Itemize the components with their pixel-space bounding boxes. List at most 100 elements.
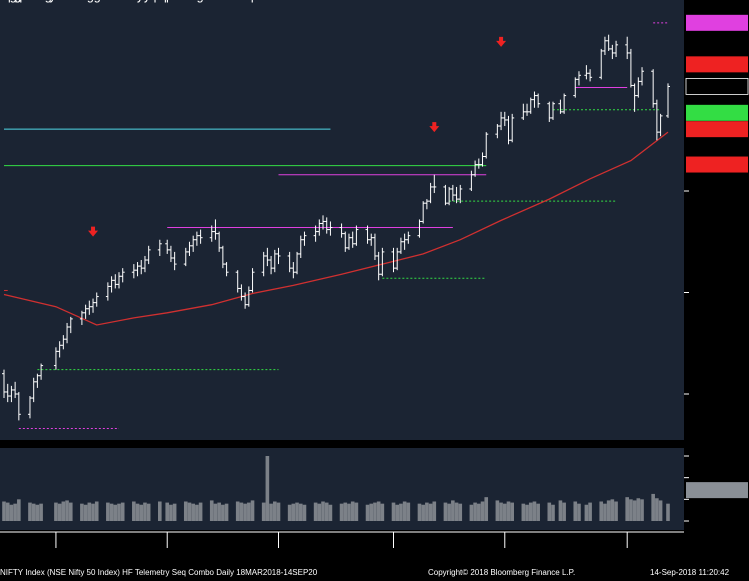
volume-bar: [235, 501, 240, 521]
volume-bar: [625, 497, 629, 521]
ohlc-bar: [576, 71, 581, 86]
demark-count-label: 2: [0, 0, 4, 3]
volume-bar: [276, 502, 281, 521]
ohlc-bar: [536, 93, 541, 108]
volume-bar: [187, 502, 192, 521]
volume-bar: [369, 503, 374, 521]
ohlc-bar: [79, 310, 84, 325]
footer-center: Copyright© 2018 Bloomberg Finance L.P.: [428, 568, 576, 577]
demark-count-label: 7: [0, 0, 4, 3]
ohlc-bar: [614, 40, 619, 58]
demark-count-label: 2: [0, 0, 4, 3]
ohlc-bar: [39, 363, 44, 380]
demark-count-label: 4: [0, 0, 4, 3]
volume-bar: [328, 504, 333, 521]
volume-bar: [629, 499, 633, 521]
price-tag: [686, 56, 748, 73]
demark-count-label: 13: [0, 0, 10, 4]
ohlc-bar: [606, 34, 611, 51]
ohlc-bar: [417, 219, 422, 238]
demark-count-label: 2: [0, 0, 4, 3]
ohlc-bar: [31, 377, 36, 403]
demark-count-label: 6: [0, 0, 4, 3]
ohlc-bar: [68, 316, 73, 334]
volume-bar: [365, 504, 370, 521]
ohlc-bar: [224, 262, 229, 277]
ohlc-bar: [372, 233, 377, 261]
demark-count-label: 1: [0, 0, 4, 3]
ohlc-bar: [391, 247, 396, 273]
ohlc-bar: [261, 251, 266, 277]
volume-bar: [632, 500, 637, 521]
ohlc-bar: [9, 385, 14, 403]
volume-bar: [391, 502, 396, 521]
moving-average-line: [3, 131, 669, 326]
volume-bar: [213, 503, 218, 521]
demark-count-label: 13: [0, 0, 10, 4]
volume-bar: [573, 501, 578, 521]
demark-count-label: 1: [0, 0, 4, 3]
ohlc-bar: [343, 231, 348, 252]
demark-count-label: 8: [0, 0, 4, 3]
demark-count-label: 4: [0, 0, 4, 3]
ohlc-bar: [473, 160, 478, 177]
price-tag: [686, 121, 748, 138]
demark-count-label: 11: [0, 0, 7, 3]
price-panel-bg: [0, 0, 684, 440]
demark-count-label: 13: [0, 0, 10, 4]
demark-count-label: 11: [0, 0, 7, 3]
ohlc-bar: [5, 383, 10, 403]
volume-bar: [406, 502, 411, 521]
price-tag-label: 11623.90: [0, 0, 49, 3]
ohlc-bar: [53, 347, 58, 370]
month-label: Apr: [0, 0, 19, 3]
ohlc-bar: [424, 199, 429, 210]
volume-bar: [83, 504, 88, 521]
annotation-text: Watching for a lower: [0, 0, 113, 3]
volume-bar: [191, 503, 195, 521]
ohlc-bar: [328, 221, 333, 236]
volume-bar: [343, 502, 348, 521]
volume-bar: [640, 499, 644, 521]
volume-bar: [31, 503, 36, 521]
price-tick-label: 10500: [0, 0, 34, 3]
ohlc-bar: [298, 235, 303, 258]
ohlc-bar: [105, 282, 110, 301]
ohlc-bar: [27, 396, 32, 419]
volume-bar: [588, 502, 592, 521]
ohlc-bar: [654, 99, 659, 141]
demark-count-label: 2: [0, 0, 4, 3]
volume-bar: [547, 502, 552, 521]
demark-count-label: 12: [0, 0, 7, 3]
annotation-text: high wave 2 of 5 on: [0, 0, 108, 3]
volume-bar: [295, 502, 299, 521]
volume-bar: [480, 501, 485, 521]
volume-bar: [536, 503, 540, 521]
demark-count-label: 2: [0, 0, 4, 3]
volume-bar: [265, 456, 270, 521]
demark-count-label: +: [0, 0, 3, 3]
ohlc-bar: [243, 292, 248, 309]
volume-bar: [298, 503, 303, 521]
ohlc-bar: [2, 369, 6, 399]
demark-count-label: 9: [0, 0, 4, 3]
price-tag-label: 11828.45: [0, 0, 49, 3]
demark-count-label: 3: [0, 0, 4, 3]
annotation-text: Countdown exhaustion earlier in August w…: [0, 0, 246, 3]
demark-count-label: 2: [0, 0, 4, 3]
ohlc-bar: [194, 231, 199, 246]
annotation-text: Sequential Countdown and a pink Combo 13: [0, 0, 248, 3]
demark-count-label: 4: [0, 0, 4, 3]
demark-count-label: +: [0, 0, 3, 3]
ohlc-bar: [599, 48, 604, 80]
ohlc-bar: [87, 300, 92, 315]
ohlc-bar: [313, 225, 318, 242]
demark-count-label: 8: [0, 0, 4, 3]
ohlc-bar: [139, 260, 144, 275]
demark-count-label: 3: [0, 0, 4, 3]
ohlc-bar: [447, 186, 452, 206]
demark-count-label: 1: [0, 0, 4, 3]
ohlc-bar: [573, 77, 578, 98]
volume-bar: [528, 502, 533, 521]
